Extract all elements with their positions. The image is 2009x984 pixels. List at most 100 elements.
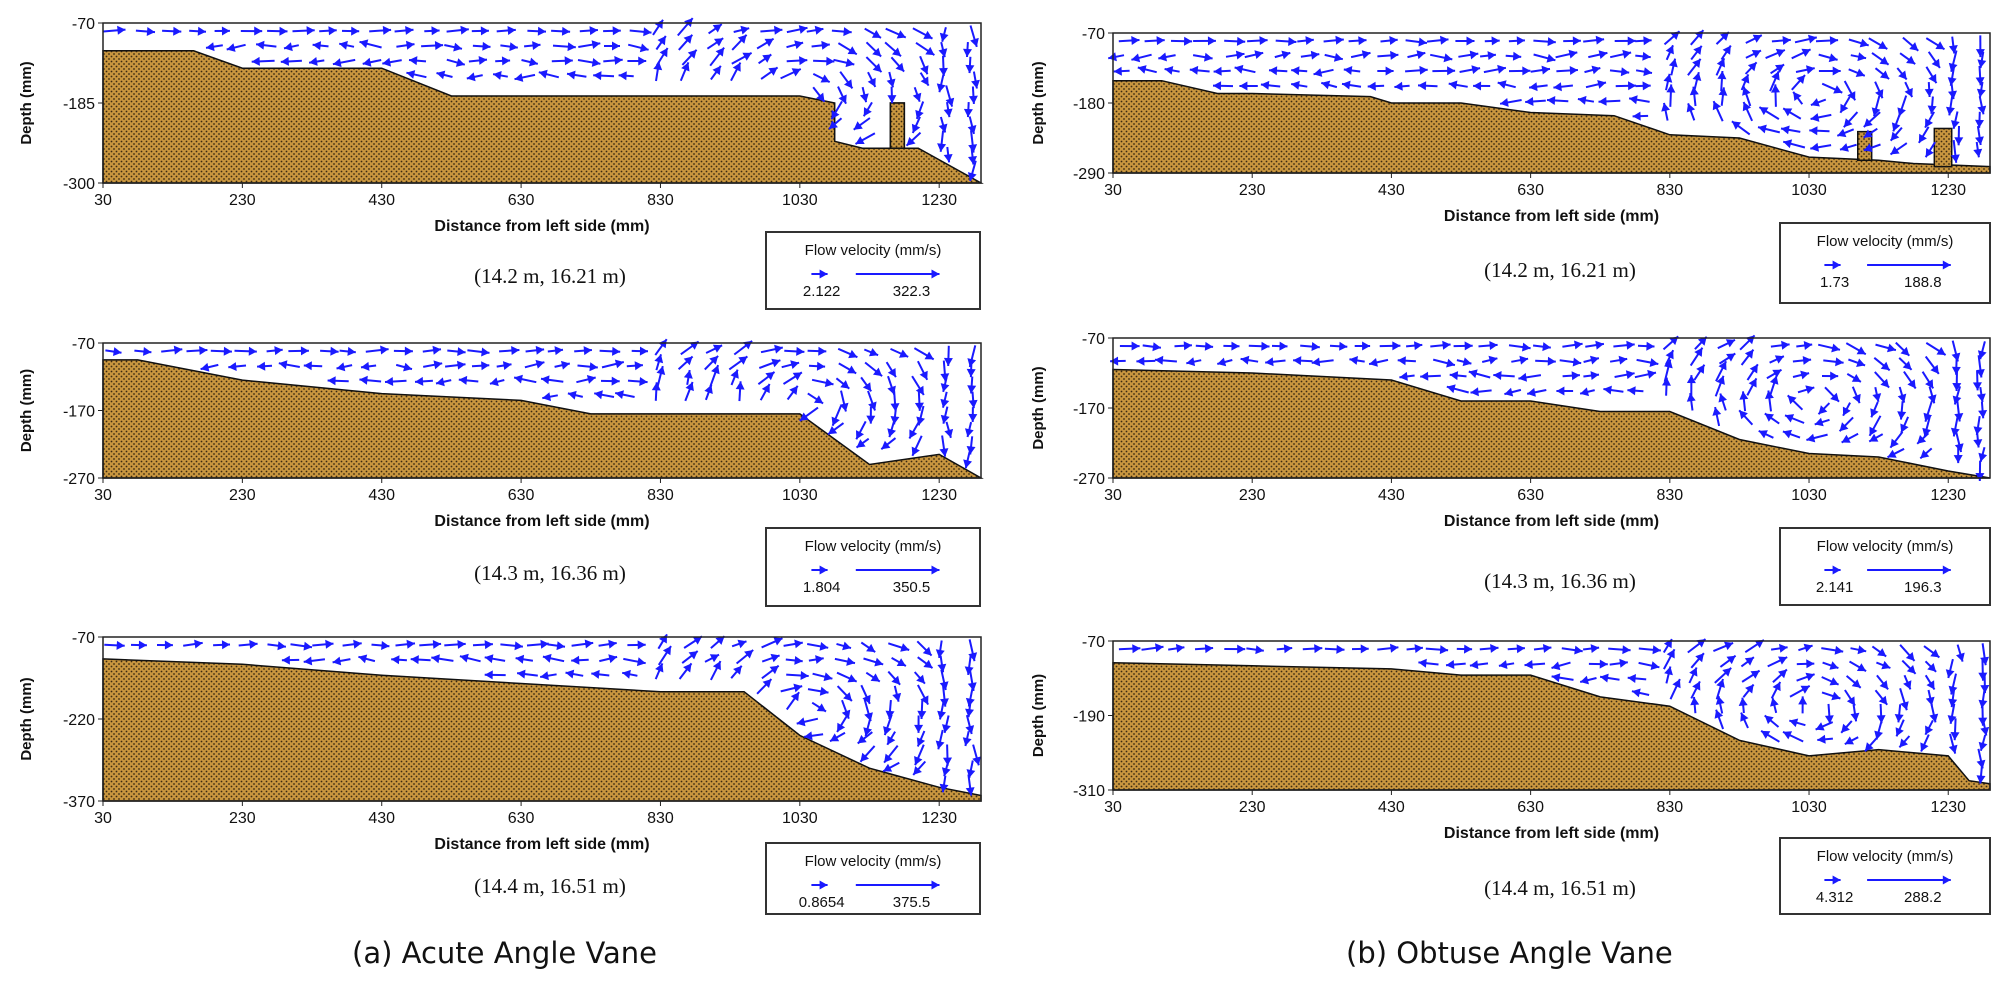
velocity-vector — [813, 56, 835, 66]
velocity-vector — [1740, 712, 1749, 729]
velocity-vector — [1771, 36, 1791, 45]
velocity-vector — [940, 376, 950, 393]
velocity-vector — [332, 656, 351, 666]
velocity-vector — [942, 715, 951, 734]
velocity-vector — [200, 362, 219, 372]
velocity-vector — [312, 41, 329, 51]
velocity-vector — [1824, 386, 1840, 403]
velocity-vector — [1925, 66, 1938, 84]
velocity-vector — [267, 26, 288, 36]
velocity-vector — [1731, 120, 1751, 136]
velocity-vector — [1585, 340, 1605, 350]
velocity-vector — [1740, 348, 1755, 366]
velocity-vector — [234, 346, 257, 356]
velocity-vector — [1582, 644, 1600, 653]
velocity-vector — [911, 375, 925, 396]
velocity-vector — [1632, 111, 1649, 121]
velocity-vector — [1377, 50, 1399, 60]
velocity-vector — [1686, 375, 1696, 397]
velocity-vector — [1186, 357, 1202, 367]
velocity-vector — [1453, 341, 1473, 351]
velocity-vector — [968, 407, 978, 423]
velocity-vector — [593, 71, 615, 81]
velocity-vector — [827, 422, 845, 436]
velocity-vector — [515, 654, 534, 664]
velocity-vector — [859, 86, 869, 103]
velocity-vector — [733, 25, 750, 35]
velocity-vector — [1663, 73, 1673, 91]
velocity-vector — [1874, 689, 1888, 706]
velocity-vector — [1900, 416, 1910, 434]
velocity-vector — [1637, 341, 1655, 351]
velocity-vector — [1577, 95, 1595, 105]
velocity-vector — [1840, 720, 1853, 734]
velocity-vector — [1851, 386, 1861, 404]
velocity-vector — [1430, 340, 1451, 350]
velocity-vector — [1690, 652, 1705, 669]
x-axis-label: Distance from left side (mm) — [434, 513, 649, 530]
velocity-vector — [1533, 53, 1556, 63]
velocity-vector — [627, 640, 646, 650]
flow-velocity-legend: Flow velocity (mm/s) 0.8654 375.5 — [765, 842, 981, 915]
velocity-vector — [1141, 643, 1164, 653]
velocity-vector — [421, 41, 444, 50]
x-tick-label: 230 — [229, 192, 256, 209]
x-tick-label: 830 — [1656, 799, 1683, 816]
velocity-vector — [1377, 66, 1394, 76]
velocity-vector — [538, 69, 560, 79]
velocity-vector — [1821, 371, 1839, 381]
velocity-vector — [971, 71, 980, 89]
x-tick-label: 30 — [1104, 799, 1122, 816]
velocity-vector — [492, 71, 508, 80]
velocity-vector — [1924, 82, 1934, 98]
x-axis-label: Distance from left side (mm) — [1444, 825, 1659, 842]
velocity-vector — [495, 56, 511, 66]
velocity-vector — [912, 27, 933, 40]
velocity-vector — [1669, 678, 1681, 700]
velocity-vector — [1921, 371, 1935, 389]
velocity-vector — [327, 376, 349, 386]
velocity-vector — [1841, 432, 1859, 444]
velocity-vector — [963, 102, 973, 118]
x-tick-label: 1230 — [921, 810, 957, 827]
velocity-vector — [855, 132, 876, 145]
velocity-vector — [892, 685, 902, 702]
velocity-vector — [863, 714, 873, 737]
velocity-vector — [786, 56, 808, 66]
x-tick-label: 830 — [647, 487, 674, 504]
velocity-vector — [577, 362, 598, 372]
velocity-vector — [884, 41, 902, 57]
velocity-vector — [1690, 696, 1700, 714]
velocity-vector — [1445, 660, 1466, 669]
velocity-vector — [1136, 356, 1156, 366]
velocity-vector — [709, 364, 720, 387]
location-annotation: (14.4 m, 16.51 m) — [474, 874, 626, 898]
velocity-vector — [1194, 644, 1214, 654]
velocity-vector — [1551, 661, 1571, 671]
y-tick-label: -190 — [1073, 709, 1105, 726]
velocity-vector — [554, 360, 571, 370]
velocity-vector — [785, 691, 800, 711]
velocity-vector — [917, 656, 934, 669]
velocity-vector — [472, 640, 493, 650]
velocity-vector — [1397, 356, 1416, 366]
velocity-vector — [226, 43, 246, 52]
velocity-vector — [565, 669, 584, 679]
velocity-vector — [1712, 100, 1724, 122]
velocity-vector — [1689, 347, 1704, 367]
velocity-vector — [1588, 659, 1608, 669]
velocity-vector — [627, 43, 649, 53]
velocity-vector — [1916, 432, 1930, 445]
velocity-vector — [238, 639, 258, 649]
velocity-vector — [887, 642, 910, 652]
velocity-vector — [1379, 341, 1401, 351]
velocity-vector — [1796, 659, 1815, 669]
velocity-vector — [1975, 125, 1984, 146]
velocity-vector — [444, 42, 463, 52]
velocity-vector — [1499, 98, 1522, 107]
velocity-vector — [542, 392, 558, 402]
velocity-vector — [1796, 672, 1815, 682]
y-tick-label: -70 — [72, 336, 95, 353]
velocity-vector — [162, 26, 182, 36]
velocity-vector — [1870, 401, 1879, 418]
